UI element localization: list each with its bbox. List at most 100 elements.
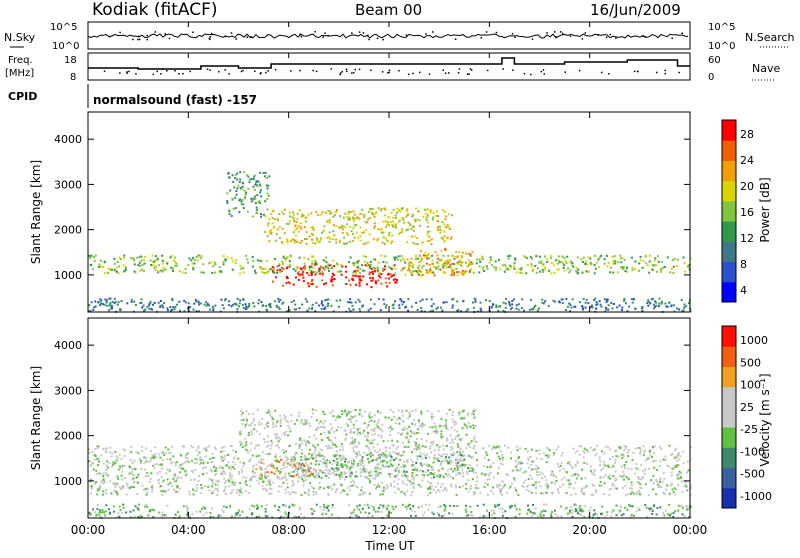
vel-data-cell — [401, 503, 404, 506]
vel-data-cell — [621, 457, 624, 459]
vel-data-cell — [487, 473, 490, 476]
power-data-cell — [126, 302, 129, 305]
vel-data-cell — [682, 506, 684, 509]
power-data-cell — [499, 268, 502, 271]
power-data-cell — [417, 210, 420, 213]
power-data-cell — [282, 267, 285, 270]
power-data-cell — [318, 270, 321, 273]
power-data-cell — [384, 265, 386, 268]
nave-point — [274, 68, 277, 71]
vel-data-cell — [288, 475, 291, 477]
power-data-cell — [99, 259, 102, 262]
vel-data-cell — [669, 512, 672, 515]
vel-data-cell — [658, 478, 661, 481]
vel-data-cell — [424, 471, 427, 474]
power-colorbar-tick-label: 16 — [740, 206, 754, 219]
vel-data-cell — [419, 455, 422, 458]
nave-point — [664, 69, 666, 72]
vel-data-cell — [181, 462, 184, 465]
nave-point — [412, 72, 414, 75]
power-data-cell — [267, 184, 270, 187]
vel-data-cell — [473, 437, 476, 440]
vel-data-cell — [666, 464, 669, 467]
power-data-cell — [270, 229, 273, 232]
power-data-cell — [406, 241, 409, 244]
power-data-cell — [332, 215, 335, 218]
nave-point — [152, 73, 155, 76]
power-data-cell — [357, 216, 359, 219]
vel-data-cell — [361, 456, 364, 459]
power-data-cell — [380, 254, 383, 257]
vel-data-cell — [106, 447, 108, 450]
vel-data-cell — [251, 467, 254, 470]
power-data-cell — [423, 208, 426, 211]
vel-data-cell — [225, 506, 228, 509]
power-data-cell — [317, 304, 320, 307]
power-data-cell — [561, 298, 564, 301]
power-data-cell — [150, 264, 153, 266]
vel-data-cell — [629, 505, 632, 507]
vel-data-cell — [422, 514, 425, 517]
power-data-cell — [272, 270, 275, 273]
power-data-cell — [302, 266, 305, 269]
vel-data-cell — [630, 484, 633, 486]
vel-data-cell — [472, 447, 475, 450]
vel-data-cell — [527, 459, 530, 462]
vel-data-cell — [674, 493, 677, 496]
vel-data-cell — [446, 428, 449, 431]
nave-point — [346, 70, 348, 73]
vel-data-cell — [308, 436, 311, 438]
nave-point — [578, 69, 581, 72]
power-data-cell — [391, 274, 394, 277]
vel-data-cell — [675, 488, 678, 491]
vel-colorbar-tick-label: 500 — [740, 356, 761, 369]
power-data-cell — [685, 305, 688, 308]
vel-data-cell — [410, 481, 413, 484]
nsearch-point — [367, 34, 369, 37]
power-data-cell — [259, 185, 262, 188]
power-data-cell — [275, 233, 278, 236]
nsearch-point — [210, 32, 213, 35]
vel-data-cell — [635, 491, 638, 494]
vel-data-cell — [638, 491, 641, 494]
vel-data-cell — [603, 482, 606, 485]
nsearch-point — [362, 32, 365, 34]
vel-data-cell — [660, 486, 662, 488]
vel-data-cell — [193, 478, 196, 481]
time-tick-label: 16:00 — [472, 523, 507, 537]
power-data-cell — [408, 261, 411, 264]
vel-data-cell — [337, 415, 340, 418]
vel-data-cell — [389, 408, 392, 411]
power-data-cell — [330, 304, 333, 307]
vel-data-cell — [273, 473, 276, 476]
power-data-cell — [375, 282, 378, 285]
power-data-cell — [299, 267, 302, 270]
vel-data-cell — [383, 459, 386, 462]
vel-data-cell — [415, 442, 418, 445]
vel-data-cell — [379, 467, 382, 469]
vel-data-cell — [497, 446, 500, 449]
power-data-cell — [565, 297, 568, 300]
vel-data-cell — [158, 478, 161, 481]
vel-data-cell — [673, 466, 675, 469]
power-data-cell — [581, 261, 584, 263]
vel-data-cell — [411, 477, 414, 480]
vel-data-cell — [368, 420, 370, 423]
nave-point — [388, 69, 391, 72]
vel-data-cell — [538, 473, 541, 476]
vel-data-cell — [644, 468, 647, 471]
power-data-cell — [108, 297, 111, 300]
vel-data-cell — [349, 443, 352, 445]
power-data-cell — [577, 268, 580, 271]
power-data-cell — [113, 268, 116, 271]
power-data-cell — [305, 238, 308, 240]
vel-data-cell — [274, 409, 277, 412]
vel-data-cell — [409, 507, 412, 510]
vel-data-cell — [605, 514, 608, 517]
vel-data-cell — [639, 483, 642, 486]
vel-data-cell — [502, 486, 505, 488]
vel-data-cell — [322, 422, 325, 425]
vel-data-cell — [476, 504, 479, 507]
power-data-cell — [639, 255, 642, 258]
vel-data-cell — [426, 465, 429, 468]
